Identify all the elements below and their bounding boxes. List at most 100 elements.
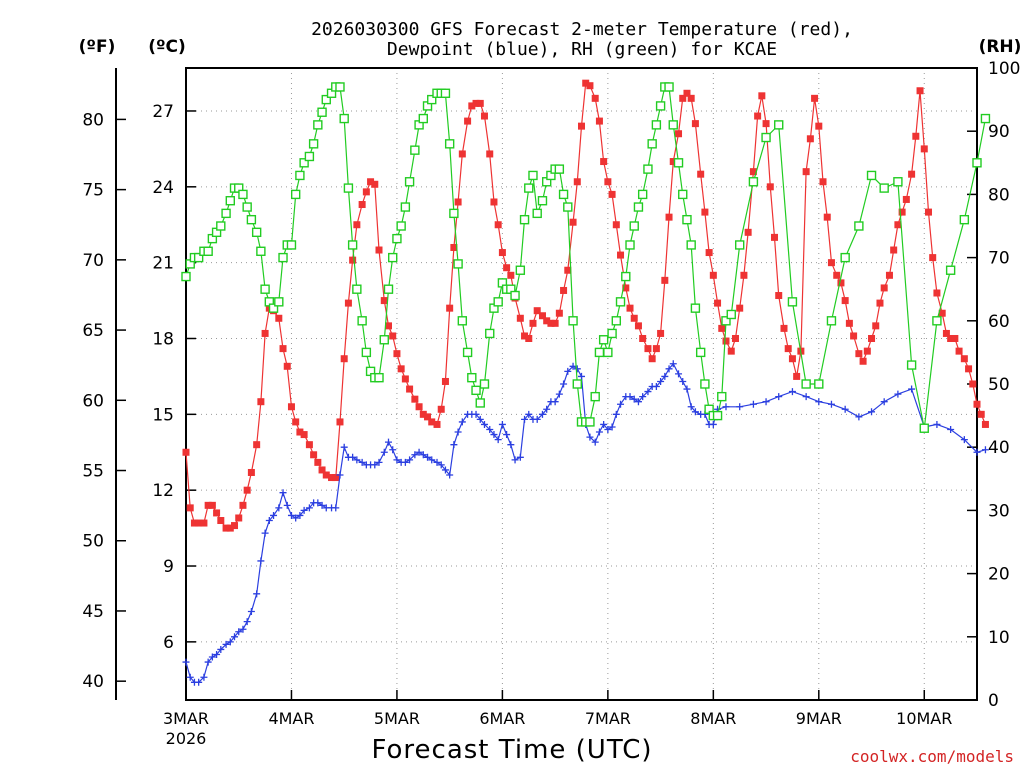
rh-tick-label: 100: [988, 59, 1020, 79]
rh-point: [383, 284, 394, 294]
temperature-point: [182, 448, 190, 456]
temperature-point: [880, 284, 888, 292]
dewpoint-point: [981, 446, 989, 454]
rh-point: [980, 113, 991, 124]
rh-point: [840, 252, 850, 263]
temperature-point: [951, 334, 959, 342]
temperature-point: [802, 168, 810, 176]
rh-point: [678, 189, 688, 200]
dewpoint-point: [261, 529, 269, 537]
temperature-point: [920, 145, 928, 153]
dewpoint-point: [691, 408, 699, 416]
dewpoint-point: [275, 504, 283, 512]
x-tick-label: 4MAR: [268, 709, 314, 728]
celsius-tick-label: 24: [152, 178, 174, 198]
fahrenheit-tick-label: 45: [82, 602, 104, 622]
temperature-point: [912, 132, 920, 140]
fahrenheit-tick-label: 40: [82, 672, 104, 692]
rh-point: [717, 391, 727, 402]
temperature-point: [564, 266, 572, 274]
rh-point: [444, 139, 455, 149]
rh-point: [317, 107, 327, 117]
rh-point: [854, 221, 864, 231]
dewpoint-point: [486, 426, 494, 434]
dewpoint-point: [595, 428, 603, 436]
rh-point: [637, 189, 648, 200]
dewpoint-point: [679, 377, 687, 385]
temperature-point: [261, 329, 269, 337]
temperature-point: [543, 317, 551, 325]
temperature-point: [850, 332, 858, 340]
dewpoint-point: [349, 453, 357, 461]
x-tick-label: 8MAR: [690, 709, 736, 728]
dewpoint-point: [287, 511, 295, 519]
temperature-point: [608, 190, 616, 198]
temperature-point: [332, 474, 340, 482]
rh-point: [374, 372, 384, 383]
rh-point: [246, 214, 257, 225]
temperature-point: [464, 117, 472, 125]
rh-point: [449, 208, 459, 219]
temperature-point: [771, 233, 779, 241]
temperature-point: [591, 94, 599, 102]
dewpoint-point: [247, 608, 255, 616]
dewpoint-point: [480, 420, 488, 428]
temperature-point: [933, 289, 941, 297]
dewpoint-point: [222, 640, 230, 648]
temperature-point: [890, 246, 898, 254]
dewpoint-point: [644, 388, 652, 396]
rh-point: [339, 113, 349, 124]
rh-point: [400, 202, 411, 212]
rh-point: [251, 227, 262, 238]
dewpoint-point: [458, 418, 466, 426]
rh-point: [295, 170, 305, 181]
dewpoint-point: [511, 456, 519, 464]
temperature-point: [841, 297, 849, 305]
rh-tick-label: 20: [988, 565, 1010, 585]
temperature-point: [217, 517, 225, 525]
temperature-point: [322, 471, 330, 479]
temperature-point: [450, 243, 458, 251]
rh-point: [256, 246, 266, 256]
temperature-point: [257, 398, 265, 406]
dewpoint-point: [612, 410, 620, 418]
rh-point: [611, 316, 622, 326]
celsius-tick-label: 12: [152, 481, 174, 501]
rh-point: [906, 360, 917, 370]
dewpoint-point: [498, 420, 506, 428]
dewpoint-point: [665, 365, 673, 373]
x-tick-label: 7MAR: [585, 709, 631, 728]
temperature-point: [780, 324, 788, 332]
temperature-point: [749, 168, 757, 176]
temperature-point: [275, 314, 283, 322]
dewpoint-point: [393, 456, 401, 464]
temperature-point: [916, 87, 924, 95]
temperature-point: [612, 221, 620, 229]
credit-link[interactable]: coolwx.com/models: [850, 747, 1014, 766]
temperature-point: [525, 334, 533, 342]
rh-point: [471, 385, 481, 396]
rh-point: [475, 398, 485, 408]
temperature-point: [296, 428, 304, 436]
rh-tick-label: 30: [988, 501, 1010, 521]
rh-point: [457, 316, 468, 326]
dewpoint-point: [292, 514, 300, 522]
rh-point: [814, 379, 824, 389]
temperature-point: [965, 365, 973, 373]
temperature-point: [195, 519, 203, 527]
dewpoint-point: [441, 466, 449, 474]
dewpoint-point: [894, 390, 902, 398]
temperature-point: [279, 345, 287, 353]
dewpoint-series: [182, 360, 989, 686]
dewpoint-point: [617, 400, 625, 408]
rh-point: [335, 82, 345, 92]
temperature-point: [186, 504, 194, 512]
temperature-point: [942, 329, 950, 337]
rh-point: [629, 221, 639, 231]
rh-point: [299, 158, 309, 168]
temperature-point: [872, 322, 880, 330]
rh-point: [427, 94, 437, 105]
rh-point: [321, 94, 331, 105]
dewpoint-point: [868, 408, 876, 416]
rh-tick-label: 10: [988, 628, 1010, 648]
